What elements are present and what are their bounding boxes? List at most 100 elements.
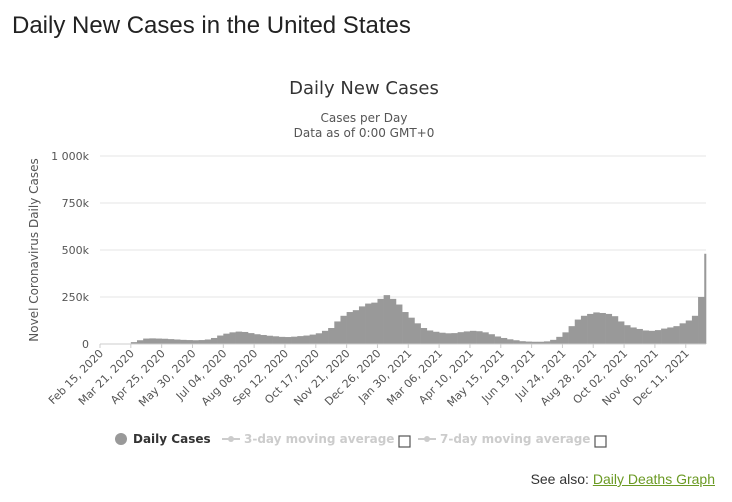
bar[interactable] [334, 321, 341, 344]
bar[interactable] [463, 331, 471, 344]
bar[interactable] [630, 327, 637, 344]
bar[interactable] [192, 340, 199, 344]
legend-item-daily-cases[interactable]: Daily Cases [115, 432, 211, 446]
bar[interactable] [247, 333, 255, 344]
bar[interactable] [648, 330, 656, 344]
legend-item-7-day-average[interactable]: 7-day moving average [418, 432, 607, 448]
bar[interactable] [519, 341, 526, 344]
bar[interactable] [395, 304, 403, 344]
bar[interactable] [704, 253, 707, 344]
bar[interactable] [617, 321, 625, 344]
bar[interactable] [346, 312, 354, 344]
bar[interactable] [562, 332, 569, 344]
bar[interactable] [593, 312, 600, 344]
bar[interactable] [223, 333, 230, 344]
bar[interactable] [303, 335, 310, 344]
bar[interactable] [611, 316, 619, 344]
bar[interactable] [217, 335, 224, 344]
bar[interactable] [624, 325, 631, 344]
bar[interactable] [167, 339, 175, 344]
bar[interactable] [149, 338, 156, 344]
bar[interactable] [426, 330, 434, 344]
daily-deaths-graph-link[interactable]: Daily Deaths Graph [592, 471, 715, 487]
bar[interactable] [186, 340, 193, 344]
bar[interactable] [198, 340, 206, 344]
bar[interactable] [321, 330, 329, 344]
bar[interactable] [383, 295, 391, 344]
bar[interactable] [500, 337, 508, 344]
bar[interactable] [445, 333, 452, 344]
series-daily-cases[interactable] [118, 253, 707, 345]
bar[interactable] [599, 312, 606, 344]
bar[interactable] [457, 332, 465, 344]
bar[interactable] [439, 332, 446, 344]
bar[interactable] [661, 328, 668, 344]
bar[interactable] [420, 328, 428, 344]
bar[interactable] [482, 332, 489, 344]
bar[interactable] [679, 323, 687, 344]
bar[interactable] [691, 315, 699, 344]
bar[interactable] [254, 334, 261, 344]
bar[interactable] [432, 331, 440, 344]
bar[interactable] [513, 340, 520, 344]
bar[interactable] [556, 336, 563, 344]
bar[interactable] [204, 339, 212, 344]
bar[interactable] [673, 326, 680, 344]
bar[interactable] [235, 331, 243, 344]
bar[interactable] [476, 331, 483, 344]
bar[interactable] [365, 303, 372, 344]
bar[interactable] [550, 339, 557, 344]
bar[interactable] [506, 339, 514, 344]
bar[interactable] [389, 298, 397, 344]
bar[interactable] [173, 339, 181, 344]
bar[interactable] [451, 333, 458, 344]
bar[interactable] [537, 341, 545, 344]
bar[interactable] [685, 320, 693, 345]
bar[interactable] [531, 341, 539, 344]
bar[interactable] [605, 313, 613, 344]
bar[interactable] [284, 337, 292, 344]
bar[interactable] [260, 334, 267, 344]
bar[interactable] [328, 328, 335, 344]
bar[interactable] [698, 297, 705, 344]
bar[interactable] [210, 337, 218, 344]
bar[interactable] [155, 338, 162, 344]
bar[interactable] [568, 326, 576, 344]
bar[interactable] [525, 341, 532, 344]
bar[interactable] [377, 298, 384, 344]
bar[interactable] [352, 310, 360, 344]
bar[interactable] [408, 317, 415, 344]
bar[interactable] [130, 342, 138, 344]
bar[interactable] [315, 333, 323, 344]
bar[interactable] [180, 339, 187, 344]
bar[interactable] [229, 332, 236, 344]
bar[interactable] [667, 327, 674, 344]
bar[interactable] [580, 315, 588, 344]
bar[interactable] [543, 341, 551, 344]
bar[interactable] [340, 315, 347, 344]
bar[interactable] [587, 313, 594, 344]
bar[interactable] [494, 336, 502, 344]
bar[interactable] [241, 331, 249, 344]
bar[interactable] [143, 338, 150, 344]
bar[interactable] [402, 312, 409, 344]
bar[interactable] [266, 335, 273, 344]
bar[interactable] [654, 330, 662, 344]
bar[interactable] [278, 336, 286, 344]
bar[interactable] [574, 319, 582, 344]
bar[interactable] [309, 334, 317, 344]
bar[interactable] [358, 306, 366, 344]
bar[interactable] [642, 330, 650, 344]
bar[interactable] [636, 328, 643, 344]
bar[interactable] [469, 330, 477, 344]
bar[interactable] [488, 334, 495, 344]
legend-item-3-day-average[interactable]: 3-day moving average [222, 432, 411, 448]
bar[interactable] [272, 336, 280, 344]
bar[interactable] [371, 302, 378, 344]
legend-checkbox-7-day-average[interactable] [594, 435, 607, 448]
bar[interactable] [136, 340, 144, 344]
bar[interactable] [161, 338, 169, 344]
bar[interactable] [291, 336, 298, 344]
bar[interactable] [414, 323, 421, 344]
bar[interactable] [297, 336, 304, 344]
